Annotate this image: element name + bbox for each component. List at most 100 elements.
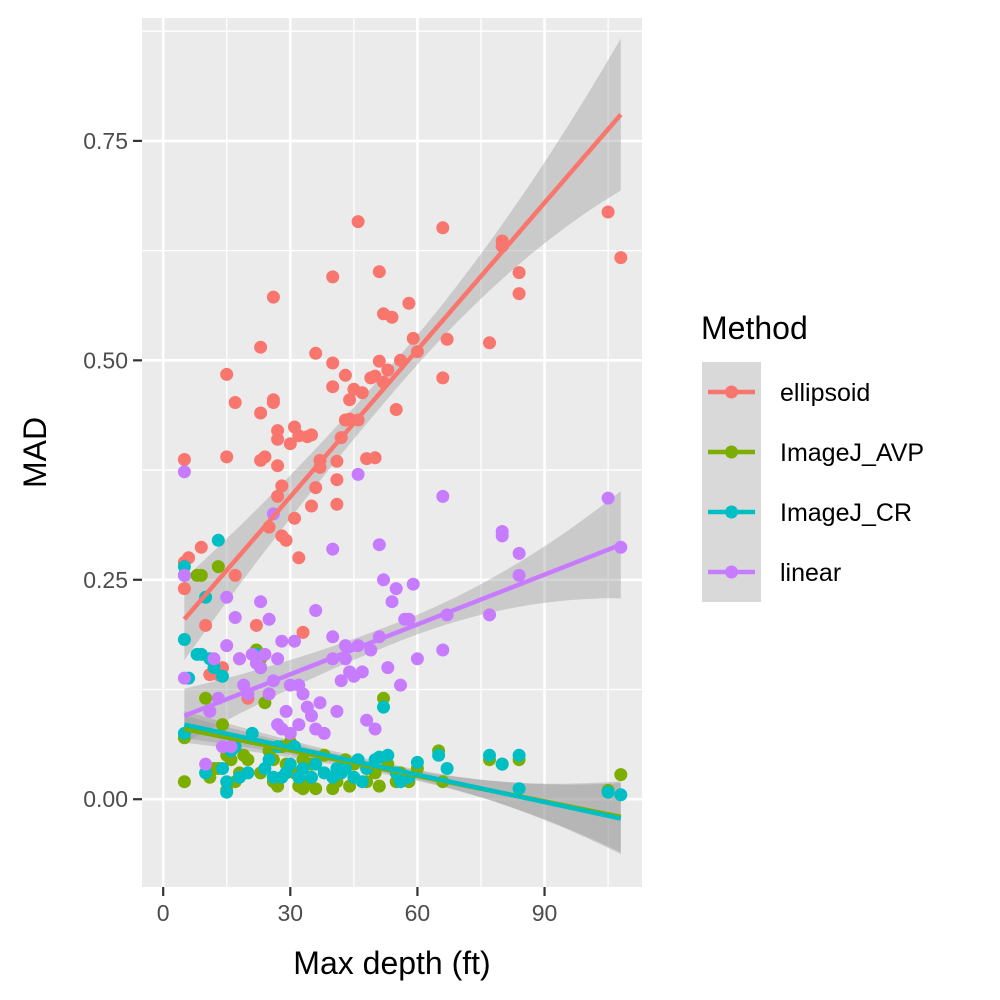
point-ellipsoid	[220, 367, 234, 381]
fit-line-linear	[183, 542, 622, 718]
point-linear	[338, 639, 352, 653]
point-ellipsoid	[271, 489, 285, 503]
point-ellipsoid	[351, 215, 365, 229]
point-ImageJ_CR	[216, 762, 229, 775]
point-linear	[495, 529, 509, 543]
point-ImageJ_CR	[220, 785, 234, 799]
point-linear	[377, 573, 390, 587]
point-ellipsoid	[254, 406, 268, 420]
point-linear	[177, 568, 191, 582]
point-ellipsoid	[283, 437, 297, 451]
point-ellipsoid	[372, 265, 386, 279]
point-ellipsoid	[355, 386, 369, 400]
point-ImageJ_CR	[220, 775, 234, 789]
point-linear	[360, 713, 374, 727]
point-ellipsoid	[199, 618, 213, 632]
point-linear	[309, 604, 323, 617]
point-ImageJ_CR	[381, 748, 395, 762]
point-linear	[296, 687, 310, 701]
point-linear	[334, 674, 348, 688]
point-ellipsoid	[194, 540, 208, 554]
point-ImageJ_AVP	[372, 779, 386, 793]
point-ellipsoid	[601, 205, 615, 219]
point-linear	[512, 546, 526, 560]
x-tick-label: 90	[532, 900, 558, 926]
legend-label: ImageJ_AVP	[780, 439, 924, 467]
point-linear	[177, 465, 191, 479]
point-ImageJ_CR	[305, 770, 318, 784]
point-linear	[262, 612, 276, 626]
point-ImageJ_AVP	[241, 753, 255, 767]
legend-key-point	[725, 565, 738, 579]
point-linear	[483, 608, 496, 622]
x-axis-title: Max depth (ft)	[293, 945, 490, 981]
point-ImageJ_CR	[283, 757, 297, 771]
point-ellipsoid	[389, 403, 403, 416]
point-ImageJ_CR	[262, 753, 276, 767]
point-ImageJ_CR	[355, 775, 369, 789]
point-ellipsoid	[220, 450, 234, 464]
point-linear	[292, 718, 306, 732]
y-tick-label: 0.75	[83, 128, 128, 154]
point-linear	[436, 643, 450, 657]
point-linear	[305, 709, 318, 723]
point-ImageJ_AVP	[211, 560, 225, 574]
fit-line-ellipsoid	[182, 113, 623, 621]
point-ImageJ_CR	[432, 748, 446, 762]
point-linear	[330, 704, 344, 718]
legend: Method ellipsoid ImageJ_AVP ImageJ_CRlinea…	[701, 310, 924, 602]
x-tick-label: 30	[278, 900, 304, 926]
point-ellipsoid	[512, 266, 526, 280]
point-ellipsoid	[614, 251, 628, 265]
legend-key-point	[725, 385, 738, 399]
point-linear	[279, 704, 293, 718]
y-tick-label: 0.50	[83, 347, 128, 373]
minor-gridlines	[142, 18, 642, 887]
legend-label: linear	[780, 559, 841, 587]
point-ImageJ_AVP	[194, 568, 208, 582]
point-linear	[351, 467, 365, 481]
point-ellipsoid	[249, 618, 263, 632]
point-ellipsoid	[330, 454, 344, 468]
point-ImageJ_CR	[614, 788, 628, 802]
point-ellipsoid	[228, 568, 242, 582]
legend-item-ImageJ_CR: ImageJ_CR	[702, 482, 912, 542]
x-tick-label: 60	[405, 900, 431, 926]
point-ellipsoid	[271, 459, 285, 473]
point-ImageJ_CR	[211, 533, 225, 547]
legend-label: ImageJ_CR	[780, 499, 912, 527]
point-ellipsoid	[275, 479, 289, 493]
point-ellipsoid	[436, 221, 450, 235]
point-linear	[385, 595, 399, 609]
point-linear	[410, 652, 424, 666]
point-linear	[271, 652, 285, 666]
point-ellipsoid	[436, 371, 450, 385]
point-ellipsoid	[309, 346, 323, 360]
data-points	[177, 205, 628, 802]
point-ImageJ_AVP	[614, 768, 628, 782]
point-ellipsoid	[177, 582, 191, 596]
point-linear	[601, 491, 615, 505]
legend-key-point	[725, 505, 738, 519]
point-linear	[220, 590, 234, 604]
point-ImageJ_AVP	[216, 718, 229, 732]
point-linear	[207, 652, 221, 666]
point-ellipsoid	[279, 533, 293, 547]
legend-label: ellipsoid	[780, 379, 870, 407]
legend-item-ImageJ_AVP: ImageJ_AVP	[702, 422, 924, 482]
point-ellipsoid	[483, 336, 496, 350]
point-ImageJ_CR	[241, 766, 255, 780]
point-linear	[275, 634, 289, 648]
point-ellipsoid	[330, 473, 344, 487]
point-linear	[262, 687, 276, 701]
point-ImageJ_CR	[216, 669, 229, 683]
point-ImageJ_CR	[309, 757, 323, 771]
point-linear	[233, 652, 246, 666]
point-ellipsoid	[372, 354, 386, 368]
point-ImageJ_AVP	[309, 782, 323, 796]
point-linear	[224, 740, 238, 754]
point-ellipsoid	[177, 453, 191, 466]
point-ellipsoid	[330, 497, 344, 511]
point-ImageJ_AVP	[199, 691, 213, 705]
